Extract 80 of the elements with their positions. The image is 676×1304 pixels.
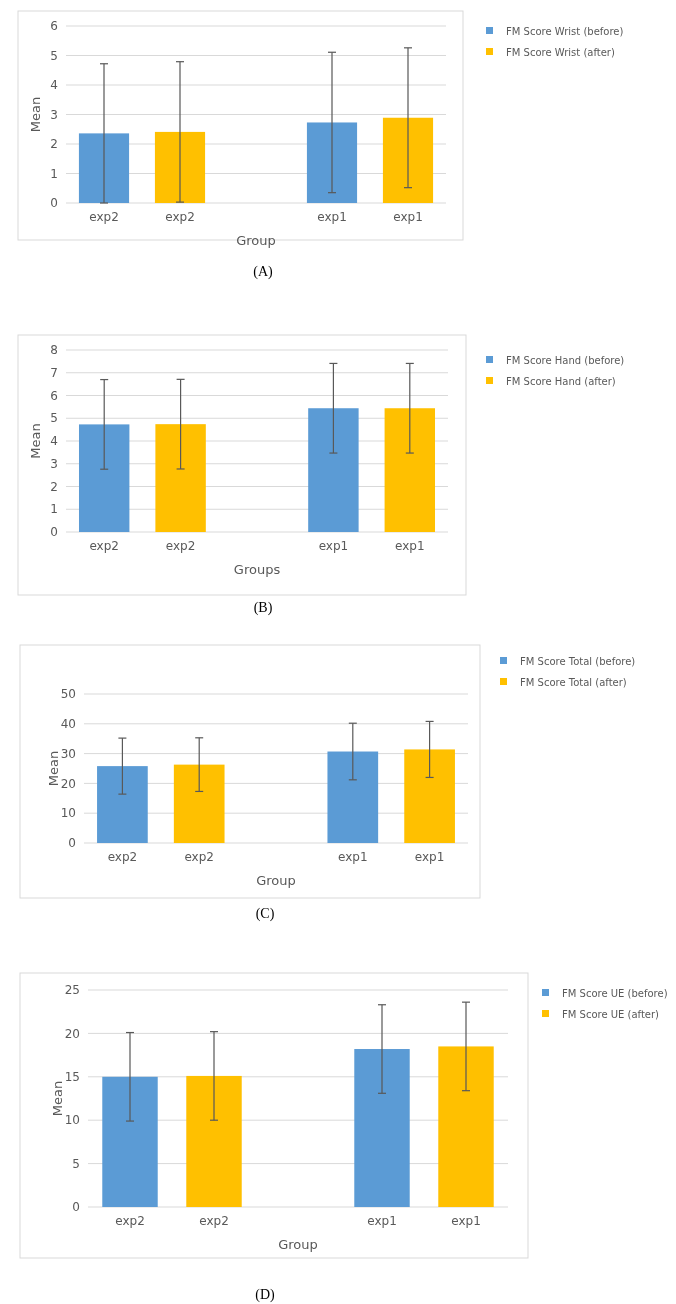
legend-label: FM Score Wrist (before) [506, 25, 624, 37]
y-axis-title: Mean [28, 96, 43, 133]
y-tick-label: 1 [50, 166, 58, 181]
x-tick-label: exp2 [165, 210, 195, 224]
bar [327, 751, 379, 843]
x-tick-label: exp2 [89, 210, 119, 224]
bar [78, 424, 130, 532]
x-tick-label: exp1 [367, 1214, 397, 1228]
x-axis-title: Group [236, 233, 276, 248]
y-tick-label: 5 [72, 1156, 80, 1171]
x-tick-label: exp1 [414, 850, 445, 864]
y-tick-label: 1 [50, 502, 58, 517]
x-tick-label: exp2 [165, 539, 196, 553]
y-tick-label: 2 [50, 479, 58, 494]
text: (D) [255, 1287, 276, 1303]
y-tick-label: 10 [64, 1113, 80, 1128]
x-axis-title: Group [256, 873, 296, 888]
y-tick-label: 0 [68, 836, 76, 851]
y-tick-label: 5 [50, 411, 58, 426]
y-tick-label: 7 [50, 365, 58, 380]
y-tick-label: 30 [60, 746, 76, 761]
y-tick-label: 4 [50, 78, 58, 93]
bar [173, 764, 225, 843]
y-tick-label: 15 [64, 1070, 80, 1084]
bar [306, 122, 358, 203]
bar [354, 1049, 410, 1207]
y-tick-label: 6 [50, 19, 58, 34]
y-tick-label: 3 [50, 107, 58, 122]
legend-label: FM Score Total (before) [520, 655, 636, 667]
text: (A) [253, 264, 274, 280]
y-tick-label: 5 [50, 48, 58, 63]
bar [404, 749, 455, 843]
x-axis-title: Group [278, 1237, 318, 1252]
y-tick-label: 3 [50, 456, 58, 471]
y-tick-label: 0 [50, 196, 58, 211]
legend-label: FM Score Hand (before) [506, 354, 625, 366]
x-tick-label: exp2 [107, 850, 138, 864]
legend-label: FM Score Total (after) [520, 676, 627, 688]
legend-label: FM Score UE (before) [562, 987, 668, 999]
text: (C) [255, 906, 275, 922]
y-tick-label: 0 [72, 1200, 80, 1215]
y-axis-title: Mean [46, 750, 61, 787]
y-tick-label: 50 [60, 687, 76, 702]
x-tick-label: exp1 [318, 539, 349, 553]
x-tick-label: exp1 [395, 539, 425, 553]
y-tick-label: 25 [64, 983, 80, 998]
y-tick-label: 4 [50, 434, 58, 449]
x-tick-label: exp1 [317, 210, 347, 224]
y-tick-label: 10 [60, 806, 76, 821]
x-tick-label: exp2 [199, 1214, 229, 1228]
y-axis-title: Mean [28, 423, 43, 459]
bar [384, 408, 436, 532]
y-tick-label: 20 [60, 776, 76, 791]
y-tick-label: 8 [50, 343, 58, 358]
x-tick-label: exp2 [89, 539, 119, 553]
bar [382, 117, 434, 203]
x-tick-label: exp1 [393, 210, 423, 224]
y-tick-label: 0 [50, 525, 58, 540]
bar [102, 1076, 158, 1207]
bar [186, 1075, 242, 1207]
x-tick-label: exp2 [184, 850, 214, 864]
legend-label: FM Score Wrist (after) [506, 46, 615, 58]
y-tick-label: 2 [50, 137, 58, 152]
legend-label: FM Score Hand (after) [506, 375, 616, 387]
y-tick-label: 40 [60, 717, 76, 731]
y-tick-label: 20 [64, 1026, 80, 1041]
text: (B) [253, 600, 273, 616]
y-tick-label: 6 [50, 388, 58, 403]
bar [155, 424, 206, 532]
x-tick-label: exp1 [338, 850, 368, 864]
x-axis-title: Groups [233, 562, 281, 577]
x-tick-label: exp2 [115, 1214, 145, 1228]
x-tick-label: exp1 [451, 1214, 481, 1228]
bar [308, 408, 359, 532]
legend-label: FM Score UE (after) [562, 1008, 660, 1020]
bar [78, 133, 130, 203]
bar [154, 131, 206, 203]
bar [438, 1046, 494, 1207]
bar [97, 766, 148, 843]
y-axis-title: Mean [50, 1080, 65, 1117]
